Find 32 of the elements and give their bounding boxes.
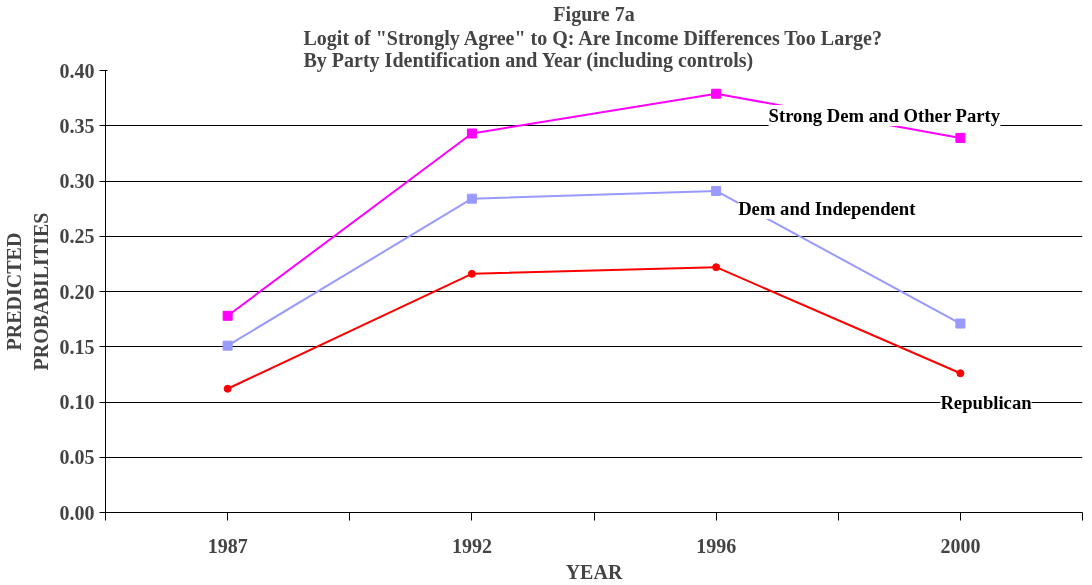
chart-subtitle: Logit of "Strongly Agree" to Q: Are Income Differences Too Large? By Party Identification and Year (including controls) (303, 26, 882, 72)
y-tick-label: 0.30 (59, 170, 95, 192)
y-tick-label: 0.00 (59, 501, 95, 524)
series-label: Dem and Independent (738, 197, 917, 219)
point (222, 310, 233, 321)
point (711, 88, 722, 99)
x-tick-label: 1992 (451, 534, 492, 557)
y-tick-label: 0.35 (59, 114, 95, 137)
point (955, 132, 966, 143)
point (467, 269, 476, 278)
y-tick-label: 0.40 (59, 59, 95, 82)
x-axis-title: YEAR (565, 560, 623, 583)
x-tick-label: 1996 (696, 534, 737, 557)
x-tick-label: 1987 (207, 534, 248, 557)
point (222, 340, 233, 351)
point (711, 185, 722, 196)
y-tick-label: 0.05 (59, 446, 95, 469)
chart-title: Figure 7a (553, 2, 635, 26)
y-tick-label: 0.20 (59, 280, 95, 303)
point (955, 318, 966, 329)
x-tick-label: 2000 (940, 534, 981, 557)
point (466, 193, 477, 204)
y-tick-label: 0.25 (59, 225, 95, 248)
y-tick-label: 0.15 (59, 335, 95, 358)
point (466, 128, 477, 139)
point (956, 369, 965, 378)
series-label: Strong Dem and Other Party (768, 104, 1001, 126)
series-label: Republican (940, 392, 1033, 414)
point (223, 384, 232, 393)
y-axis-title: PREDICTED PROBABILITIES (3, 212, 52, 371)
y-tick-label: 0.10 (59, 391, 95, 413)
point (712, 263, 721, 272)
